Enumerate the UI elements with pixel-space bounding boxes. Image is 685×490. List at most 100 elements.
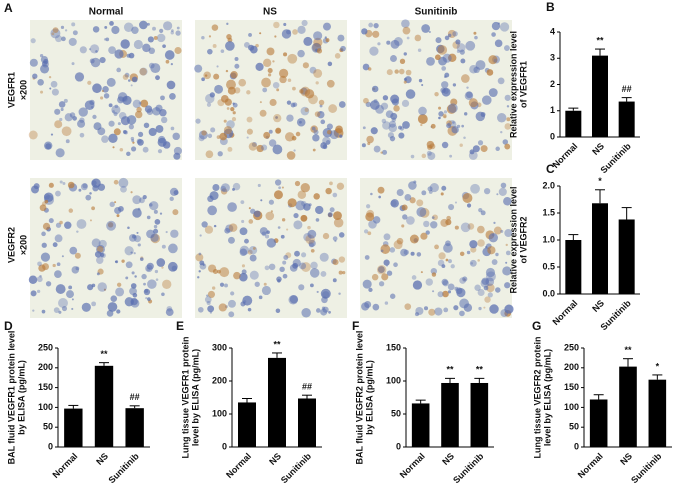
tissue-blob	[30, 38, 36, 44]
tissue-blob	[441, 66, 447, 71]
tissue-blob	[133, 39, 143, 50]
error-bar	[68, 404, 79, 409]
tissue-blob	[421, 153, 427, 159]
y-tick-label: 50	[569, 422, 579, 432]
tissue-blob	[421, 84, 424, 87]
tissue-blob	[452, 83, 457, 87]
tissue-blob	[130, 297, 138, 306]
tissue-blob	[322, 136, 331, 146]
tissue-blob	[384, 301, 389, 305]
tissue-blob	[106, 220, 117, 231]
tissue-blob	[48, 182, 54, 188]
tissue-blob	[170, 31, 174, 35]
tissue-blob	[428, 190, 433, 194]
y-tick-label: 150	[38, 382, 53, 392]
tissue-blob	[212, 44, 217, 48]
tissue-blob	[259, 109, 267, 117]
tissue-blob	[152, 106, 161, 116]
tissue-blob	[170, 229, 179, 238]
tissue-blob	[266, 238, 277, 248]
tissue-blob	[203, 71, 211, 80]
tissue-blob	[28, 275, 38, 285]
tissue-blob	[380, 244, 391, 254]
tissue-blob	[320, 288, 331, 299]
tissue-blob	[442, 53, 452, 63]
tissue-blob	[30, 290, 37, 297]
tissue-blob	[262, 87, 268, 93]
tissue-blob	[230, 291, 235, 296]
tissue-blob	[154, 219, 161, 225]
tissue-blob	[467, 223, 475, 230]
tissue-blob	[232, 187, 235, 191]
tissue-blob	[437, 45, 448, 55]
tissue-blob	[462, 193, 473, 204]
tissue-blob	[363, 229, 369, 234]
tissue-blob	[443, 88, 449, 94]
tissue-blob	[370, 192, 373, 196]
tissue-blob	[274, 179, 282, 186]
tissue-blob	[442, 290, 449, 298]
tissue-blob	[72, 30, 78, 36]
tissue-blob	[207, 48, 213, 55]
tissue-blob	[301, 252, 307, 258]
tissue-blob	[410, 154, 415, 159]
tissue-blob	[495, 252, 499, 257]
tissue-blob	[148, 203, 153, 207]
tissue-blob	[329, 181, 333, 186]
x-tick-label: Normal	[224, 451, 253, 480]
tissue-blob	[319, 252, 329, 262]
tissue-blob	[300, 106, 310, 116]
tissue-blob	[240, 301, 246, 307]
row-label: VEGFR2	[6, 227, 16, 263]
tissue-blob	[453, 305, 459, 311]
tissue-blob	[312, 148, 316, 152]
tissue-blob	[228, 299, 236, 308]
tissue-blob	[318, 99, 325, 106]
tissue-blob	[454, 201, 458, 204]
tissue-blob	[402, 121, 410, 129]
tissue-blob	[503, 45, 510, 51]
tissue-blob	[310, 248, 315, 253]
tissue-blob	[89, 99, 95, 105]
tissue-blob	[129, 287, 137, 296]
tissue-blob	[405, 89, 416, 99]
tissue-blob	[286, 100, 292, 105]
tissue-blob	[313, 31, 323, 41]
tissue-blob	[495, 287, 501, 293]
tissue-blob	[91, 180, 97, 186]
tissue-blob	[445, 219, 452, 226]
tissue-blob	[496, 193, 499, 196]
tissue-blob	[71, 307, 74, 310]
tissue-blob	[124, 246, 134, 256]
tissue-blob	[431, 216, 435, 219]
y-tick-label: 0	[48, 441, 53, 451]
tissue-blob	[325, 38, 330, 43]
tissue-blob	[142, 195, 147, 200]
tissue-blob	[430, 221, 438, 229]
tissue-blob	[468, 98, 478, 108]
tissue-blob	[248, 33, 252, 37]
tissue-blob	[147, 297, 151, 301]
bar	[619, 366, 637, 447]
tissue-blob	[413, 180, 417, 184]
x-tick-label: NS	[267, 451, 283, 467]
tissue-blob	[443, 115, 447, 119]
tissue-blob	[131, 146, 137, 152]
tissue-blob	[168, 243, 178, 254]
tissue-blob	[241, 264, 246, 268]
tissue-blob	[121, 259, 125, 263]
panel-label: C	[546, 162, 555, 176]
tissue-blob	[89, 44, 100, 54]
tissue-blob	[505, 250, 511, 256]
significance: *	[656, 361, 660, 371]
tissue-blob	[488, 232, 498, 243]
tissue-blob	[414, 34, 422, 42]
bar	[565, 240, 582, 294]
tissue-blob	[373, 23, 379, 29]
tissue-blob	[51, 32, 55, 36]
tissue-blob	[382, 149, 388, 155]
x-tick-label: NS	[618, 451, 634, 467]
tissue-blob	[386, 270, 393, 276]
tissue-blob	[273, 114, 282, 123]
tissue-blob	[362, 279, 372, 289]
